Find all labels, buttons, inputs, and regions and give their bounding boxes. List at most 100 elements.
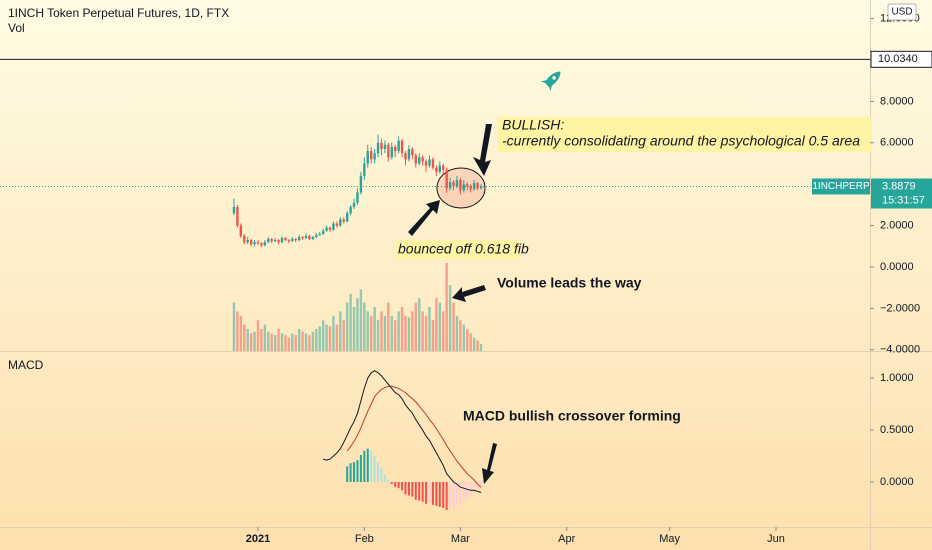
candle-body <box>243 235 246 243</box>
volume-bar <box>472 337 476 351</box>
volume-bar <box>424 315 428 351</box>
candle-body <box>404 153 407 160</box>
candle-body <box>376 142 380 154</box>
candle-body <box>466 184 469 187</box>
volume-bar <box>249 333 253 351</box>
histogram-bar <box>404 481 407 495</box>
volume-bar <box>462 324 466 351</box>
volume-bar <box>394 320 397 351</box>
candle-body <box>342 219 345 222</box>
candle-body <box>297 236 301 241</box>
volume-bar <box>438 302 442 351</box>
candle-body <box>414 155 417 164</box>
histogram-bar <box>455 481 458 505</box>
histogram-bar <box>401 481 404 491</box>
volume-bar <box>308 335 311 351</box>
volume-bar <box>448 285 452 351</box>
candle-body <box>476 183 479 189</box>
volume-bar <box>479 343 483 351</box>
macd-line <box>323 370 482 493</box>
histogram-bar <box>377 462 380 482</box>
volume-bar <box>342 320 345 351</box>
histogram-bar <box>428 481 431 503</box>
volume-bar <box>318 326 321 351</box>
candle-body <box>277 240 280 243</box>
annotation: bounced off 0.618 fib <box>398 241 529 257</box>
candle-body <box>267 239 270 243</box>
volume-bar <box>284 335 287 351</box>
symbol-tag <box>812 178 870 195</box>
candle-body <box>345 213 349 222</box>
histogram-bar <box>366 448 369 482</box>
volume-bar <box>332 315 335 351</box>
volume-bar <box>321 320 325 351</box>
volume-bar <box>253 331 256 351</box>
volume-bar <box>256 320 260 351</box>
x-tick-label: Mar <box>451 533 470 545</box>
volume-bar <box>291 333 294 351</box>
volume-bar <box>325 324 328 351</box>
histogram-bar <box>390 481 393 485</box>
volume-bar <box>414 302 417 351</box>
volume-bar <box>455 315 459 351</box>
volume-bar <box>369 315 373 351</box>
histogram-bar <box>353 462 356 482</box>
histogram-bar <box>387 479 390 482</box>
histogram-bar <box>359 454 362 482</box>
histogram-bar <box>346 466 349 482</box>
candle-body <box>380 142 383 150</box>
arrows <box>408 124 497 484</box>
volume-bar <box>335 324 339 351</box>
candle-body <box>287 240 291 242</box>
candle-body <box>328 227 332 230</box>
volume-bar <box>236 311 239 351</box>
chart-title: 1INCH Token Perpetual Futures, 1D, FTX <box>8 6 229 20</box>
candle-body <box>239 225 243 236</box>
candle-body <box>400 140 404 154</box>
candle-body <box>397 140 400 152</box>
volume-bar <box>287 337 291 351</box>
volume-bar <box>311 331 315 351</box>
volume-bar <box>442 311 445 351</box>
candle-body <box>369 151 373 160</box>
last-price-label: 3.8879 <box>882 180 916 192</box>
candle-body <box>246 240 249 243</box>
volume-bar <box>431 320 435 351</box>
volume-bar <box>273 335 277 351</box>
candle-body <box>349 206 352 214</box>
symbol-tag-label: 1INCHPERP <box>812 181 870 192</box>
last-price-tag <box>871 178 932 209</box>
volume-bar <box>277 329 280 351</box>
volume-bar <box>328 326 332 351</box>
candle-body <box>421 157 424 162</box>
price-tag <box>870 50 932 68</box>
candle-body <box>390 146 393 158</box>
volume-bar <box>356 298 359 351</box>
candle-body <box>311 236 315 240</box>
candle-body <box>232 206 236 214</box>
candle-body <box>424 161 428 166</box>
candle-body <box>411 149 414 156</box>
candle-body <box>291 239 294 242</box>
volume-bar <box>246 329 249 351</box>
candle-body <box>479 186 483 189</box>
volume-bar <box>260 329 263 351</box>
annotation: -currently consolidating around the psyc… <box>502 133 860 149</box>
candle-body <box>335 223 339 226</box>
candle-body <box>445 169 448 189</box>
histogram-bar <box>438 481 441 507</box>
y-tick-label: 8.0000 <box>880 95 914 107</box>
volume-bar <box>404 315 407 351</box>
volume-bar <box>411 311 414 351</box>
histogram-bar <box>394 481 397 488</box>
volume-bar <box>445 263 448 351</box>
candle-body <box>325 227 328 231</box>
candle-body <box>359 175 363 193</box>
annotation: MACD bullish crossover forming <box>463 408 681 424</box>
histogram-bar <box>373 455 376 482</box>
volume-bar <box>243 324 246 351</box>
volume-bar <box>428 307 431 351</box>
candle-body <box>363 163 366 176</box>
y-tick-label: −2.0000 <box>880 302 920 314</box>
